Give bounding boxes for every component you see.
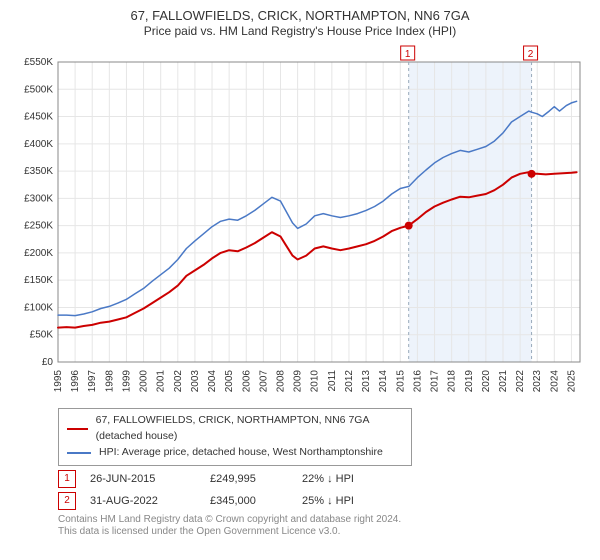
- svg-text:£50K: £50K: [30, 330, 54, 341]
- transactions-table: 1 26-JUN-2015£249,99522% ↓ HPI 2 31-AUG-202…: [58, 470, 588, 510]
- attribution: Contains HM Land Registry data © Crown c…: [58, 514, 588, 539]
- svg-text:£100K: £100K: [24, 303, 53, 314]
- svg-text:2005: 2005: [224, 370, 235, 393]
- svg-text:2008: 2008: [275, 370, 286, 393]
- svg-text:1999: 1999: [121, 370, 132, 393]
- svg-text:2016: 2016: [412, 370, 423, 393]
- svg-text:£500K: £500K: [24, 85, 53, 96]
- svg-text:2: 2: [528, 49, 534, 60]
- transaction-row: 2 31-AUG-2022£345,00025% ↓ HPI: [58, 492, 588, 510]
- svg-text:2018: 2018: [447, 370, 458, 393]
- svg-text:2012: 2012: [344, 370, 355, 393]
- attribution-line1: Contains HM Land Registry data © Crown c…: [58, 514, 588, 527]
- legend: 67, FALLOWFIELDS, CRICK, NORTHAMPTON, NN…: [58, 408, 412, 465]
- svg-text:1: 1: [405, 49, 411, 60]
- legend-swatch: [67, 428, 88, 430]
- legend-label: 67, FALLOWFIELDS, CRICK, NORTHAMPTON, NN…: [96, 413, 403, 445]
- svg-text:1996: 1996: [70, 370, 81, 393]
- transaction-price: £249,995: [210, 473, 302, 485]
- svg-text:2019: 2019: [464, 370, 475, 393]
- svg-text:£550K: £550K: [24, 57, 53, 68]
- transaction-diff: 25% ↓ HPI: [302, 495, 354, 507]
- transaction-row: 1 26-JUN-2015£249,99522% ↓ HPI: [58, 470, 588, 488]
- svg-text:£350K: £350K: [24, 166, 53, 177]
- svg-text:2020: 2020: [481, 370, 492, 393]
- svg-text:1997: 1997: [87, 370, 98, 393]
- svg-text:2021: 2021: [498, 370, 509, 393]
- svg-text:£150K: £150K: [24, 275, 53, 286]
- chart-container: 67, FALLOWFIELDS, CRICK, NORTHAMPTON, NN…: [0, 0, 600, 560]
- svg-text:2014: 2014: [378, 370, 389, 393]
- svg-text:2003: 2003: [190, 370, 201, 393]
- legend-item: 67, FALLOWFIELDS, CRICK, NORTHAMPTON, NN…: [67, 413, 403, 445]
- svg-text:1998: 1998: [104, 370, 115, 393]
- svg-text:£0: £0: [42, 357, 54, 368]
- svg-text:2006: 2006: [241, 370, 252, 393]
- transaction-date: 31-AUG-2022: [90, 495, 210, 507]
- chart-subtitle: Price paid vs. HM Land Registry's House …: [12, 24, 588, 38]
- attribution-line2: This data is licensed under the Open Gov…: [58, 526, 588, 539]
- legend-swatch: [67, 452, 91, 454]
- svg-text:2022: 2022: [515, 370, 526, 393]
- svg-text:£450K: £450K: [24, 112, 53, 123]
- svg-text:2013: 2013: [361, 370, 372, 393]
- svg-text:£400K: £400K: [24, 139, 53, 150]
- svg-text:2000: 2000: [139, 370, 150, 393]
- svg-text:2017: 2017: [430, 370, 441, 393]
- transaction-badge: 1: [58, 470, 76, 488]
- svg-text:2024: 2024: [549, 370, 560, 393]
- chart-area: £0 £50K £100K £150K £200K £250K £300K £350K £400…: [12, 44, 588, 402]
- svg-text:£250K: £250K: [24, 221, 53, 232]
- svg-text:2010: 2010: [310, 370, 321, 393]
- legend-item: HPI: Average price, detached house, West…: [67, 445, 403, 461]
- svg-text:2025: 2025: [566, 370, 577, 393]
- legend-label: HPI: Average price, detached house, West…: [99, 445, 383, 461]
- svg-text:2011: 2011: [327, 370, 338, 392]
- transaction-diff: 22% ↓ HPI: [302, 473, 354, 485]
- price-chart-svg: £0 £50K £100K £150K £200K £250K £300K £350K £400…: [12, 44, 588, 402]
- svg-text:2002: 2002: [173, 370, 184, 393]
- svg-text:2015: 2015: [395, 370, 406, 393]
- chart-title: 67, FALLOWFIELDS, CRICK, NORTHAMPTON, NN…: [12, 8, 588, 24]
- svg-text:2004: 2004: [207, 370, 218, 393]
- transaction-badge: 2: [58, 492, 76, 510]
- svg-text:1995: 1995: [53, 370, 64, 393]
- transaction-date: 26-JUN-2015: [90, 473, 210, 485]
- svg-text:£300K: £300K: [24, 194, 53, 205]
- svg-text:£200K: £200K: [24, 248, 53, 259]
- svg-text:2009: 2009: [293, 370, 304, 393]
- svg-text:2023: 2023: [532, 370, 543, 393]
- svg-text:2001: 2001: [156, 370, 167, 393]
- svg-text:2007: 2007: [258, 370, 269, 393]
- transaction-price: £345,000: [210, 495, 302, 507]
